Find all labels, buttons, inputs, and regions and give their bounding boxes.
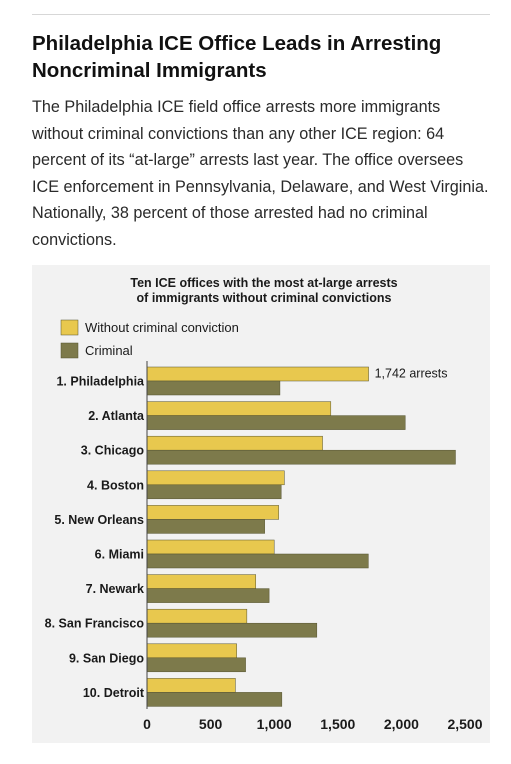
bar-chart: Ten ICE offices with the most at-large a… — [45, 276, 483, 732]
x-axis: 0 500 1,000 1,500 2,000 2,500 — [143, 361, 483, 732]
category-label-newark: 7. Newark — [86, 582, 144, 596]
bar-noncriminal-newark — [146, 574, 257, 589]
bar-criminal-philadelphia — [146, 380, 281, 396]
x-tick-label-2000: 2,000 — [384, 716, 419, 732]
category-label-san-francisco: 8. San Francisco — [45, 617, 145, 631]
bar-criminal-miami — [146, 553, 369, 569]
bar-criminal-atlanta — [146, 415, 406, 430]
legend-label-criminal: Criminal — [85, 343, 133, 358]
bar-criminal-chicago — [146, 449, 456, 465]
legend-swatch-criminal — [60, 342, 79, 359]
category-label-boston: 4. Boston — [87, 478, 144, 492]
x-tick-label-1500: 1,500 — [320, 716, 355, 732]
headline: Philadelphia ICE Office Leads in Arresti… — [32, 32, 442, 82]
bar-criminal-new-orleans — [146, 519, 265, 534]
bar-criminal-boston — [146, 484, 282, 500]
x-tick-label-500: 500 — [199, 716, 223, 732]
bar-criminal-san-diego — [146, 657, 246, 673]
bar-criminal-san-francisco — [146, 622, 318, 638]
bar-noncriminal-detroit — [146, 678, 236, 693]
bar-noncriminal-san-diego — [146, 643, 237, 659]
category-label-new-orleans: 5. New Orleans — [54, 513, 144, 527]
chart-title-line-1: Ten ICE offices with the most at-large a… — [130, 276, 397, 290]
x-tick-label-2500: 2,500 — [447, 716, 482, 732]
category-label-atlanta: 2. Atlanta — [88, 409, 145, 423]
bar-noncriminal-boston — [146, 470, 285, 486]
bar-criminal-detroit — [146, 692, 283, 707]
legend-swatch-noncriminal — [60, 319, 79, 336]
x-tick-label-0: 0 — [143, 716, 151, 732]
category-label-miami: 6. Miami — [95, 548, 144, 562]
bar-noncriminal-miami — [146, 539, 275, 555]
annotation-label: 1,742 arrests — [375, 367, 448, 381]
bar-noncriminal-chicago — [146, 435, 323, 451]
bar-criminal-newark — [146, 588, 270, 603]
bar-noncriminal-philadelphia — [146, 366, 369, 382]
category-label-philadelphia: 1. Philadelphia — [56, 375, 145, 389]
bar-noncriminal-atlanta — [146, 401, 332, 416]
chart-title-line-2: of immigrants without criminal convictio… — [137, 291, 392, 305]
bar-noncriminal-san-francisco — [146, 608, 248, 624]
category-label-detroit: 10. Detroit — [83, 686, 145, 700]
bar-noncriminal-new-orleans — [146, 505, 279, 520]
bars-group: 1,742 arrests — [146, 366, 456, 707]
dek-paragraph: The Philadelphia ICE field office arrest… — [32, 98, 489, 249]
category-label-chicago: 3. Chicago — [81, 444, 145, 458]
category-label-san-diego: 9. San Diego — [69, 651, 144, 665]
legend-label-noncriminal: Without criminal conviction — [85, 320, 239, 335]
x-tick-label-1000: 1,000 — [257, 716, 292, 732]
category-labels: 1. Philadelphia 2. Atlanta 3. Chicago 4. Bo… — [45, 375, 145, 700]
chart-panel: Ten ICE offices with the most at-large a… — [32, 265, 490, 743]
top-divider — [32, 14, 490, 15]
